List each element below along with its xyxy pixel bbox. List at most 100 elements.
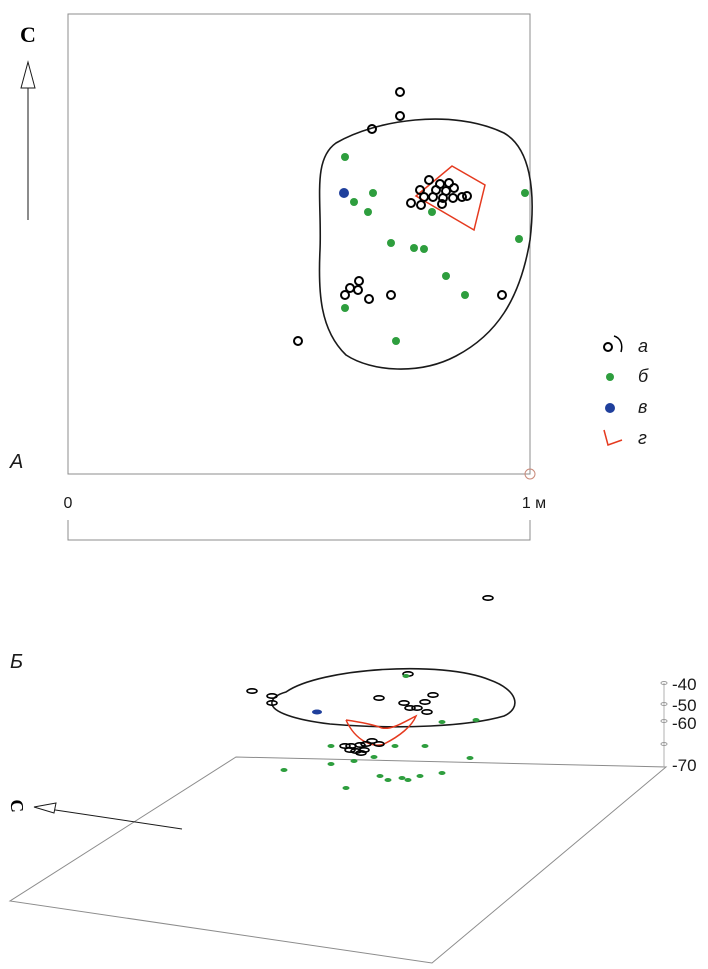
open-circle xyxy=(386,290,396,300)
ground-plane xyxy=(8,756,668,964)
green-dot xyxy=(398,776,406,780)
green-dot xyxy=(392,337,400,345)
red-feature-outline xyxy=(414,165,486,232)
open-oval xyxy=(366,737,378,744)
green-dot xyxy=(341,153,349,161)
open-oval xyxy=(360,740,372,747)
green-dot xyxy=(280,768,288,772)
green-dot xyxy=(515,235,523,243)
scale-start: 0 xyxy=(64,495,73,512)
legend-item-d: г xyxy=(603,428,647,448)
open-circle xyxy=(437,199,447,209)
b-blue-dot xyxy=(312,709,322,715)
green-dot xyxy=(521,189,529,197)
green-dot xyxy=(327,762,335,766)
open-circle xyxy=(367,124,377,134)
blue-dot xyxy=(339,188,349,198)
depth-tick-40: -40 xyxy=(672,675,697,694)
legend-label-a: а xyxy=(638,336,648,356)
open-oval xyxy=(355,749,367,756)
depth-tick-60: -60 xyxy=(672,714,697,733)
legend-label-b: б xyxy=(638,366,649,386)
open-circle xyxy=(462,191,472,201)
open-circle xyxy=(354,276,364,286)
open-circle xyxy=(293,336,303,346)
green-dot xyxy=(416,774,424,778)
plan-green-dots xyxy=(341,153,529,345)
open-oval xyxy=(419,698,431,705)
north-arrow-icon xyxy=(20,60,36,220)
open-oval xyxy=(373,694,385,701)
open-circle xyxy=(457,192,467,202)
north-arrow-b-icon: С xyxy=(6,799,183,830)
green-dot xyxy=(404,778,412,782)
open-oval xyxy=(398,699,410,706)
green-dot xyxy=(350,759,358,763)
green-dot xyxy=(438,720,446,724)
depth-tick-70: -70 xyxy=(672,756,697,775)
open-circle xyxy=(428,192,438,202)
north-label-a: С xyxy=(20,22,36,47)
open-circle xyxy=(340,290,350,300)
scale-end: 1 м xyxy=(522,495,546,512)
open-oval xyxy=(427,691,439,698)
red-feature-3d xyxy=(345,714,418,746)
green-dot xyxy=(391,744,399,748)
open-circle xyxy=(424,175,434,185)
scale-bar: 0 1 м xyxy=(64,495,546,541)
green-dot xyxy=(341,304,349,312)
green-dot xyxy=(402,674,410,678)
green-dot xyxy=(442,272,450,280)
open-circle xyxy=(364,294,374,304)
corner-marker xyxy=(524,468,536,480)
panel-b-label: Б xyxy=(10,651,23,673)
panel-b: Б -40 -50 -60 -70 С xyxy=(6,594,697,964)
green-dot xyxy=(420,245,428,253)
legend: а б в г xyxy=(603,335,649,448)
green-dot xyxy=(384,778,392,782)
open-oval xyxy=(421,708,433,715)
b-green-dots xyxy=(280,674,480,790)
green-dot xyxy=(369,189,377,197)
open-circle xyxy=(449,183,459,193)
green-dot xyxy=(376,774,384,778)
depth-tick-50: -50 xyxy=(672,696,697,715)
open-oval xyxy=(404,704,416,711)
panel-a-label: А xyxy=(9,451,23,473)
open-oval xyxy=(358,746,370,753)
open-oval xyxy=(482,594,494,601)
legend-item-a: а xyxy=(603,335,648,356)
depth-axis: -40 -50 -60 -70 xyxy=(660,675,697,775)
open-circle xyxy=(353,285,363,295)
plan-frame xyxy=(67,13,531,475)
open-circle xyxy=(438,193,448,203)
open-oval xyxy=(344,746,356,753)
open-circle xyxy=(395,87,405,97)
green-dot xyxy=(364,208,372,216)
open-oval xyxy=(246,687,258,694)
open-oval xyxy=(266,692,278,699)
open-circle xyxy=(419,192,429,202)
green-dot xyxy=(410,244,418,252)
open-circle xyxy=(395,111,405,121)
green-dot xyxy=(472,718,480,722)
panel-a: С А 0 1 м xyxy=(9,13,546,541)
plan-open-circles xyxy=(293,87,507,346)
green-dot xyxy=(461,291,469,299)
green-dot xyxy=(387,239,395,247)
b-open-ovals xyxy=(246,594,494,756)
legend-label-c: в xyxy=(638,397,647,417)
legend-label-d: г xyxy=(638,428,647,448)
open-oval xyxy=(411,704,423,711)
green-dot xyxy=(350,198,358,206)
open-oval xyxy=(266,699,278,706)
legend-item-b: б xyxy=(606,366,649,386)
pit-outline xyxy=(318,118,533,370)
green-dot xyxy=(421,744,429,748)
open-circle xyxy=(448,193,458,203)
north-label-b: С xyxy=(6,799,27,814)
pit-outline-3d xyxy=(271,667,516,728)
open-oval xyxy=(373,740,385,747)
green-dot xyxy=(466,756,474,760)
